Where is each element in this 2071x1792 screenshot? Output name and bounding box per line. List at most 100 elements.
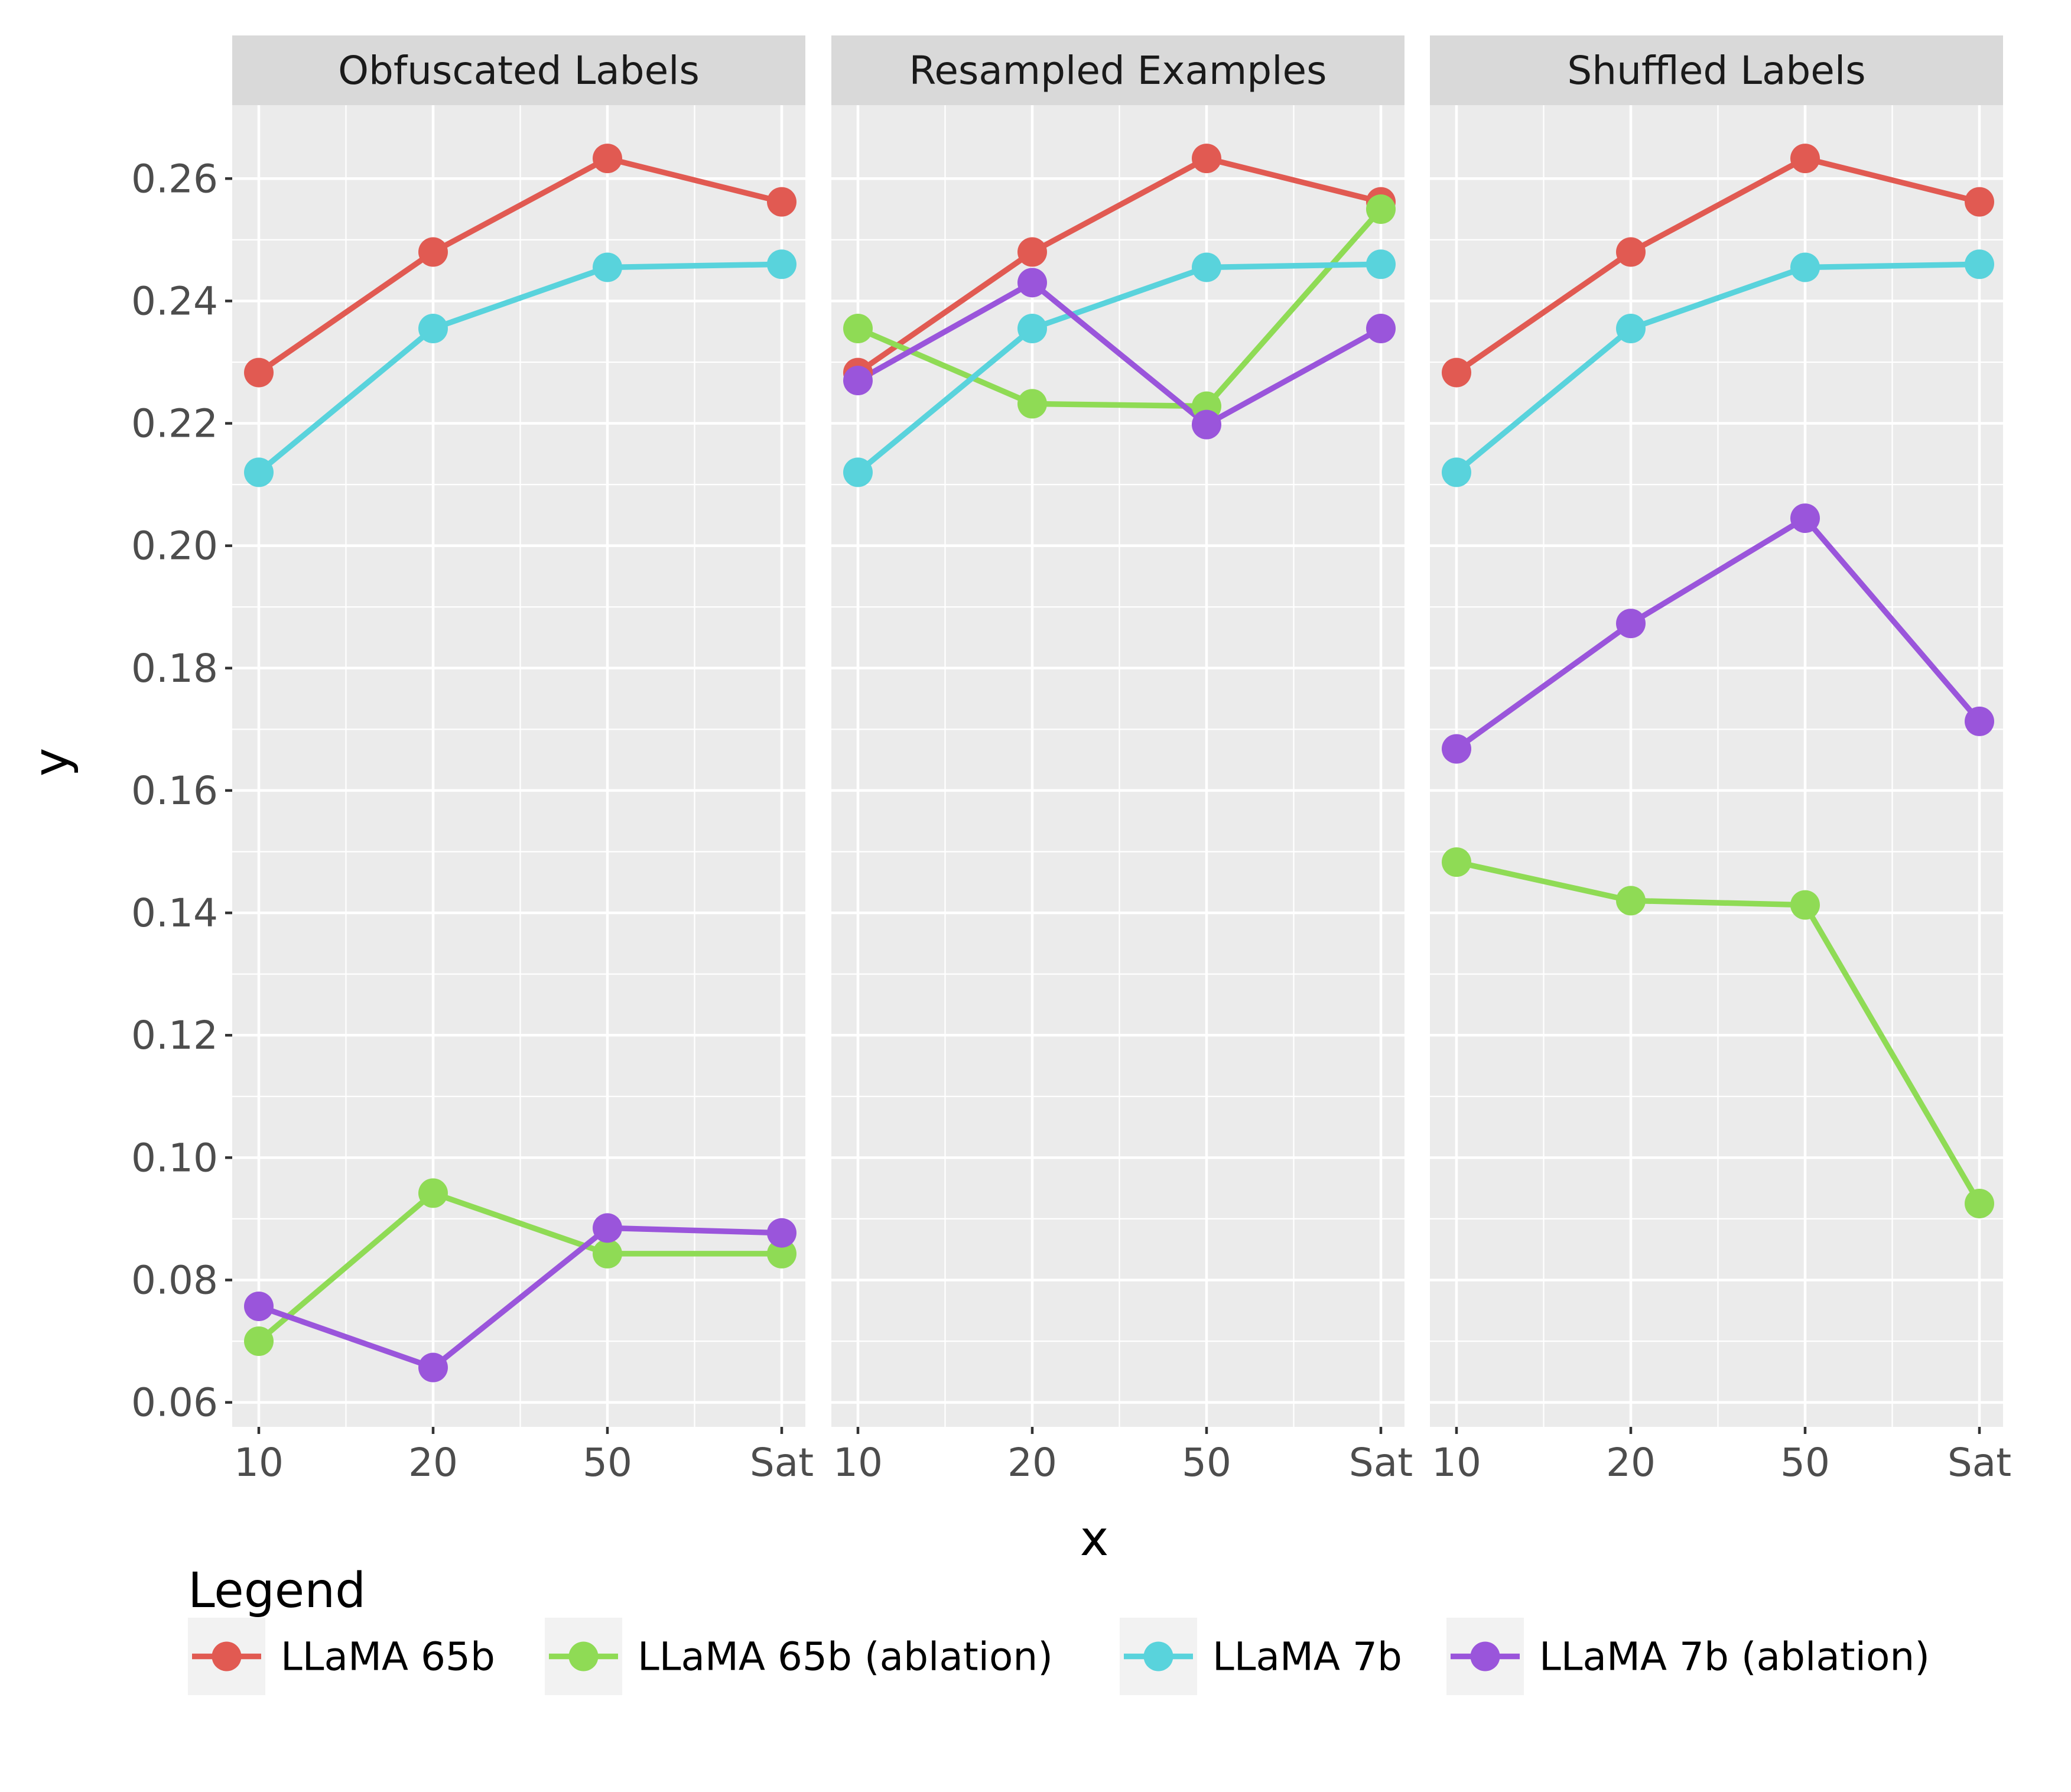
y-tick-label: 0.22 [131, 401, 218, 447]
data-point-llama-7b [1790, 252, 1820, 282]
data-point-llama-65b-ablation [244, 1326, 274, 1357]
y-tick-label: 0.08 [131, 1257, 218, 1303]
data-point-llama-65b-ablation [1965, 1188, 1994, 1218]
y-tick-label: 0.12 [131, 1013, 218, 1058]
data-point-llama-7b [1616, 314, 1646, 344]
x-tick-label: 10 [1432, 1440, 1481, 1485]
data-point-llama-7b [1017, 314, 1047, 344]
legend-item-llama-7b-ablation: LLaMA 7b (ablation) [1446, 1618, 1930, 1695]
facet-strip-label: Resampled Examples [909, 48, 1327, 93]
legend-label: LLaMA 7b [1212, 1634, 1402, 1680]
series-line-llama-65b-ablation [256, 1190, 782, 1344]
legend-label: LLaMA 65b [281, 1634, 495, 1680]
data-point-llama-65b [593, 144, 622, 174]
data-point-llama-7b [244, 457, 274, 487]
x-tick-label: 20 [408, 1440, 458, 1485]
data-point-llama-65b-ablation [843, 314, 873, 344]
data-point-llama-7b-ablation [767, 1218, 796, 1248]
data-point-llama-65b [1616, 237, 1646, 267]
data-point-llama-7b-ablation [244, 1291, 274, 1321]
data-point-llama-65b-ablation [1017, 389, 1047, 419]
series-line-llama-7b-ablation [856, 279, 1383, 428]
facet-strip-label: Obfuscated Labels [338, 48, 700, 93]
series-line-llama-7b-ablation [1455, 515, 1982, 752]
x-tick-label: 10 [833, 1440, 883, 1485]
data-point-llama-7b [1192, 252, 1221, 282]
legend-item-llama-65b-ablation: LLaMA 65b (ablation) [545, 1618, 1053, 1695]
y-tick-label: 0.18 [131, 646, 218, 691]
series-line-llama-7b [856, 261, 1381, 475]
legend-title: Legend [188, 1563, 366, 1619]
data-point-llama-7b-ablation [1366, 314, 1396, 344]
panel-resampled-examples: Resampled Examples 10 20 50 Sat [831, 35, 1413, 1485]
legend-item-llama-65b: LLaMA 65b [188, 1618, 495, 1695]
x-tick-label: Sat [1948, 1440, 2011, 1485]
data-point-llama-65b [1790, 144, 1820, 174]
y-axis-title: y [24, 748, 80, 777]
data-point-llama-7b [843, 457, 873, 487]
data-point-llama-65b-ablation [418, 1178, 448, 1208]
panel-background [831, 105, 1404, 1427]
x-tick-label: 20 [1007, 1440, 1057, 1485]
facet-strip [1430, 35, 2003, 105]
data-point-llama-65b [244, 357, 274, 388]
legend-key-point [212, 1641, 242, 1671]
data-point-llama-65b [1017, 237, 1047, 267]
panel-obfuscated-labels: Obfuscated Labels 10 20 50 Sat 0.06 0.08 0.10 0.… [131, 35, 814, 1485]
data-point-llama-7b [1965, 249, 1994, 279]
data-point-llama-7b [767, 249, 796, 279]
y-tick-label: 0.14 [131, 890, 218, 936]
legend: Legend LLaMA 65b LLaMA 65b (ablation) LLaMA… [188, 1563, 1930, 1695]
series-line-llama-65b-ablation [857, 207, 1383, 409]
data-point-llama-65b-ablation [593, 1238, 622, 1269]
y-tick-label: 0.26 [131, 156, 218, 201]
data-point-llama-65b [1442, 357, 1471, 388]
panel-shuffled-labels: Shuffled Labels 10 20 50 Sat [1430, 35, 2011, 1485]
y-tick-label: 0.10 [131, 1135, 218, 1180]
facet-strip [831, 35, 1404, 105]
x-tick-label: 50 [583, 1440, 632, 1485]
legend-label: LLaMA 7b (ablation) [1539, 1634, 1930, 1680]
x-tick-label: Sat [750, 1440, 814, 1485]
x-tick-label: 10 [234, 1440, 284, 1485]
panel-background [1430, 105, 2003, 1427]
x-axis-title: x [1080, 1511, 1109, 1567]
data-point-llama-7b [1442, 457, 1471, 487]
facet-strip [232, 35, 805, 105]
data-point-llama-7b-ablation [1442, 734, 1471, 764]
x-tick-label: Sat [1349, 1440, 1413, 1485]
y-tick-label: 0.16 [131, 768, 218, 814]
data-point-llama-7b-ablation [418, 1352, 448, 1383]
legend-key-point [1143, 1641, 1173, 1671]
data-point-llama-65b-ablation [767, 1238, 796, 1269]
legend-key-point [1470, 1641, 1500, 1671]
data-point-llama-7b-ablation [1790, 503, 1820, 534]
y-tick-label: 0.20 [131, 523, 218, 569]
series-line-llama-65b-ablation [1455, 859, 1982, 1205]
x-tick-label: 50 [1780, 1440, 1830, 1485]
data-point-llama-7b [593, 252, 622, 282]
series-line-llama-65b [257, 155, 783, 375]
data-point-llama-7b [418, 314, 448, 344]
y-tick-label: 0.06 [131, 1380, 218, 1426]
legend-key-point [568, 1641, 599, 1671]
facet-strip-label: Shuffled Labels [1567, 48, 1865, 93]
x-tick-label: 20 [1606, 1440, 1656, 1485]
series-line-llama-65b [856, 155, 1382, 375]
data-point-llama-65b [767, 187, 796, 217]
data-point-llama-7b-ablation [1965, 706, 1994, 736]
data-point-llama-7b-ablation [1017, 268, 1047, 298]
x-tick-label: 50 [1182, 1440, 1231, 1485]
data-point-llama-7b-ablation [593, 1213, 622, 1243]
data-point-llama-7b-ablation [1616, 609, 1646, 639]
legend-label: LLaMA 65b (ablation) [638, 1634, 1053, 1680]
data-point-llama-65b [1192, 144, 1221, 174]
data-point-llama-7b [1366, 249, 1396, 279]
y-tick-label: 0.24 [131, 278, 218, 324]
data-point-llama-7b-ablation [843, 366, 873, 396]
series-line-llama-65b [1455, 155, 1981, 375]
series-line-llama-7b [256, 261, 782, 475]
data-point-llama-7b-ablation [1192, 409, 1221, 440]
series-line-llama-7b [1454, 261, 1980, 475]
